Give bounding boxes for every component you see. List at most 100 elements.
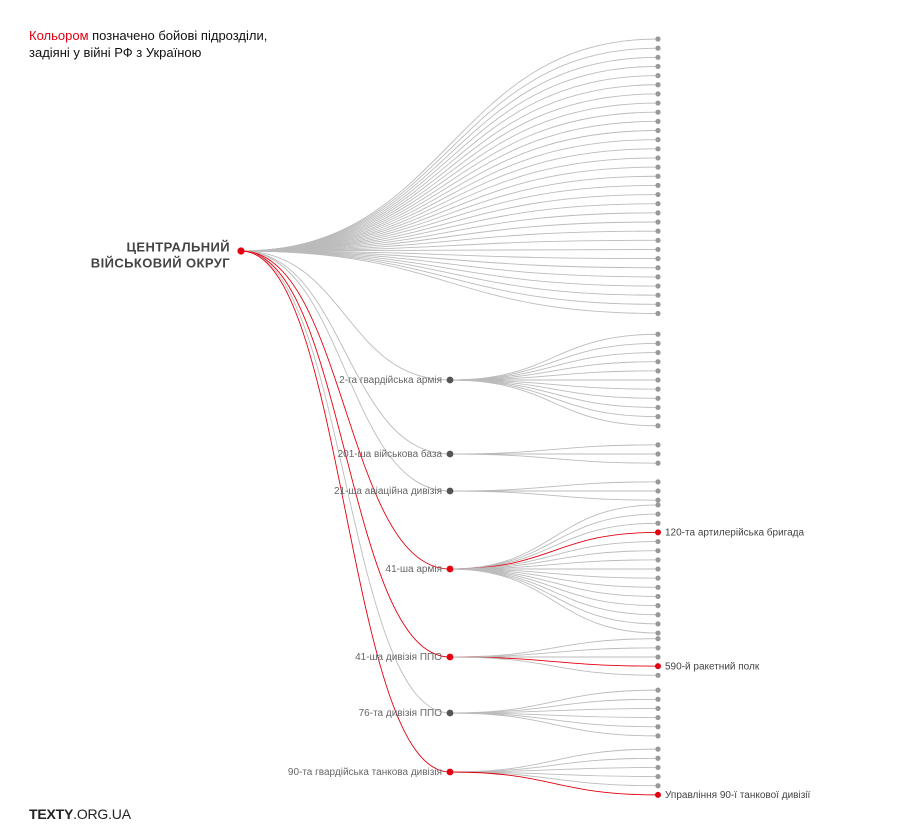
subunit-label: 2-га гвардійська армія (339, 375, 442, 386)
subunit-node[interactable] (446, 565, 454, 573)
leaf-node[interactable] (655, 687, 661, 693)
leaf-node[interactable] (655, 584, 661, 590)
leaf-node[interactable] (655, 256, 661, 262)
leaf-node[interactable] (655, 146, 661, 152)
leaf-node[interactable] (655, 173, 661, 179)
leaf-node[interactable] (655, 377, 661, 383)
leaf-node[interactable] (655, 502, 661, 508)
leaf-node[interactable] (655, 292, 661, 298)
leaf-link (449, 568, 659, 616)
leaf-node[interactable] (655, 201, 661, 207)
leaf-node[interactable] (655, 331, 661, 337)
leaf-node[interactable] (655, 442, 661, 448)
root-label-line2: ВІЙСЬКОВИЙ ОКРУГ (91, 255, 230, 270)
leaf-node[interactable] (655, 100, 661, 106)
leaf-node[interactable] (655, 404, 661, 411)
leaf-node[interactable] (655, 36, 661, 42)
leaf-node[interactable] (655, 310, 661, 317)
leaf-node[interactable] (655, 714, 661, 721)
leaf-node[interactable] (655, 566, 661, 572)
leaf-node[interactable] (655, 265, 661, 271)
subunit-node[interactable] (446, 653, 454, 661)
leaf-node[interactable] (655, 340, 661, 346)
leaf-node[interactable] (655, 368, 661, 374)
leaf-node[interactable] (655, 488, 661, 494)
leaf-node[interactable] (655, 538, 661, 545)
leaf-node[interactable] (655, 301, 661, 307)
leaf-node[interactable] (655, 764, 661, 771)
leaf-node[interactable] (655, 109, 661, 115)
leaf-node[interactable] (655, 191, 661, 198)
leaf-link (449, 689, 659, 714)
root-leaf-link (240, 250, 659, 260)
leaf-node[interactable] (655, 479, 661, 485)
leaf-node[interactable] (655, 460, 661, 466)
leaf-node[interactable] (655, 395, 661, 401)
leaf-node[interactable] (655, 696, 661, 702)
leaf-node[interactable] (655, 246, 661, 253)
leaf-node[interactable] (655, 575, 661, 581)
leaf-node[interactable] (655, 724, 661, 730)
leaf-node[interactable] (655, 137, 661, 143)
leaf-node[interactable] (655, 548, 661, 554)
leaf-node[interactable] (655, 359, 661, 365)
leaf-node[interactable] (655, 118, 661, 124)
leaf-link (449, 379, 659, 427)
leaf-node[interactable] (655, 45, 661, 51)
subunit-node[interactable] (446, 709, 454, 717)
leaf-node[interactable] (655, 529, 661, 536)
leaf-node[interactable] (655, 612, 661, 618)
subunit-node[interactable] (446, 376, 454, 384)
leaf-node[interactable] (655, 182, 661, 188)
leaf-node[interactable] (655, 603, 661, 609)
leaf-node[interactable] (655, 511, 661, 517)
leaf-node[interactable] (655, 705, 661, 712)
leaf-node[interactable] (655, 63, 661, 70)
leaf-node[interactable] (655, 414, 661, 420)
leaf-node[interactable] (655, 783, 661, 789)
leaf-node[interactable] (655, 630, 661, 636)
leaf-node[interactable] (655, 593, 661, 600)
leaf-node[interactable] (655, 228, 661, 234)
subunit-node[interactable] (446, 768, 454, 776)
leaf-node[interactable] (655, 423, 661, 429)
leaf-node[interactable] (655, 91, 661, 97)
leaf-node[interactable] (655, 164, 661, 170)
leaf-node[interactable] (655, 755, 661, 761)
leaf-node[interactable] (655, 621, 661, 627)
leaf-node[interactable] (655, 54, 661, 60)
leaf-node[interactable] (655, 274, 661, 280)
leaf-node[interactable] (655, 733, 661, 739)
leaf-node[interactable] (655, 791, 661, 798)
leaf-node[interactable] (655, 73, 661, 79)
leaf-node[interactable] (655, 520, 661, 526)
leaf-node[interactable] (655, 636, 661, 642)
leaf-node[interactable] (655, 773, 661, 780)
root-leaf-link (240, 221, 659, 252)
leaf-node[interactable] (655, 283, 661, 289)
legend-highlight-word: Кольором (29, 28, 89, 43)
leaf-node[interactable] (655, 451, 661, 457)
leaf-node[interactable] (655, 557, 661, 563)
leaf-node[interactable] (655, 127, 661, 134)
leaf-node[interactable] (655, 349, 661, 356)
leaf-node[interactable] (655, 237, 661, 243)
leaf-node[interactable] (655, 210, 661, 216)
root-node[interactable] (237, 247, 245, 255)
leaf-node[interactable] (655, 663, 661, 670)
leaf-node[interactable] (655, 654, 661, 660)
leaf-node[interactable] (655, 497, 661, 503)
leaf-node[interactable] (655, 386, 661, 392)
leaf-node[interactable] (655, 219, 661, 225)
leaf-node[interactable] (655, 645, 661, 651)
subunit-link (240, 250, 451, 492)
subunit-node[interactable] (446, 487, 454, 495)
texty-logo[interactable]: TEXTY.ORG.UA (29, 806, 131, 822)
leaf-node[interactable] (655, 746, 661, 752)
leaf-link (449, 333, 659, 381)
leaf-node[interactable] (655, 82, 661, 88)
leaf-node[interactable] (655, 155, 661, 161)
leaf-node[interactable] (655, 672, 661, 678)
subunit-node[interactable] (446, 450, 454, 458)
